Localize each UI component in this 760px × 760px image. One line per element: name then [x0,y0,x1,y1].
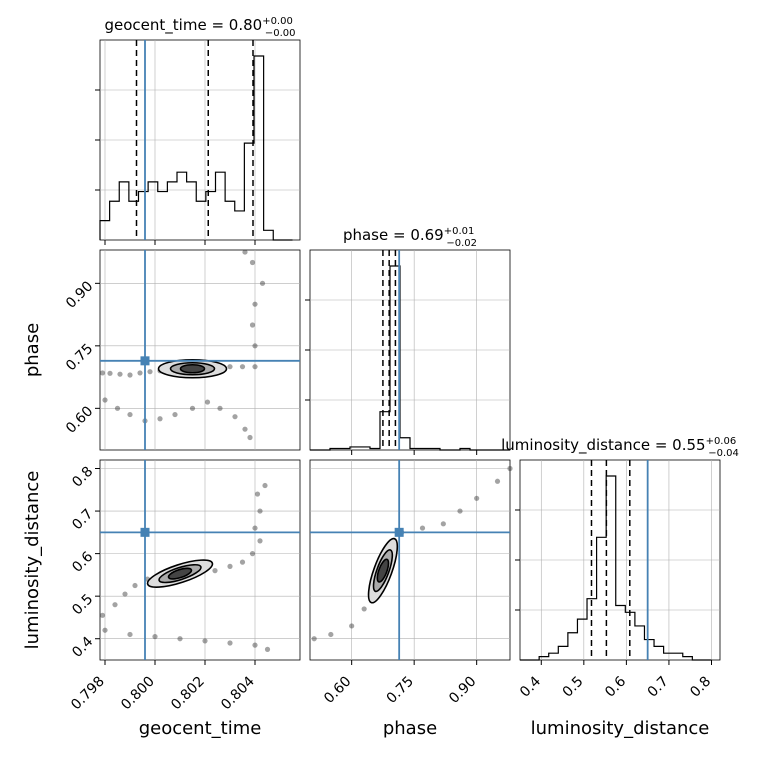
scatter-geocent_time-vs-phase-truth-marker [140,356,150,366]
xtick-label-geocent_time-0: 0.798 [68,674,108,714]
xtick-label-phase-2: 0.90 [446,674,479,707]
scatter-geocent_time-vs-phase-point-26 [172,411,178,418]
scatter-geocent_time-vs-phase-frame [99,249,301,451]
scatter-phase-vs-luminosity_distance-point-10 [457,508,463,514]
scatter-phase-vs-luminosity_distance-point-2 [349,623,355,629]
scatter-geocent_time-vs-luminosity_distance-point-13 [252,525,258,531]
scatter-geocent_time-vs-phase-point-20 [242,249,248,255]
scatter-geocent_time-vs-luminosity_distance-point-14 [257,508,263,514]
scatter-geocent_time-vs-phase-point-13 [239,364,246,370]
scatter-geocent_time-vs-luminosity_distance-point-17 [102,627,108,633]
xtick-label-geocent_time-2: 0.802 [168,674,208,714]
scatter-geocent_time-vs-phase-point-23 [127,411,133,418]
scatter-geocent_time-vs-phase-point-17 [252,301,258,307]
scatter-geocent_time-vs-luminosity_distance-point-12 [257,538,263,544]
xtick-label-geocent_time-3: 0.804 [218,673,258,713]
ytick-label-luminosity_distance-2: 0.6 [69,549,96,576]
scatter-geocent_time-vs-luminosity_distance-point-11 [249,551,256,557]
scatter-geocent_time-vs-phase-point-15 [252,343,258,349]
scatter-geocent_time-vs-luminosity_distance-truth-marker [140,527,150,537]
scatter-geocent_time-vs-phase-point-5 [147,369,153,375]
scatter-geocent_time-vs-luminosity_distance-point-0 [99,612,106,618]
xtick-label-phase-0: 0.60 [321,674,354,707]
scatter-geocent_time-vs-luminosity_distance-point-9 [227,563,233,569]
xtick-label-luminosity_distance-3: 0.7 [645,674,672,701]
ytick-label-phase-2: 0.90 [63,278,96,311]
scatter-geocent_time-vs-phase-point-4 [137,370,143,376]
scatter-phase-vs-luminosity_distance-point-3 [361,606,367,612]
ytick-label-luminosity_distance-0: 0.4 [69,634,96,661]
scatter-geocent_time-vs-luminosity_distance-point-24 [264,646,271,652]
ytick-label-phase-1: 0.75 [63,341,96,374]
xtick-label-luminosity_distance-2: 0.6 [602,673,629,700]
scatter-geocent_time-vs-phase-point-14 [252,364,258,370]
scatter-geocent_time-vs-phase-point-25 [157,416,163,422]
xtick-label-luminosity_distance-0: 0.4 [517,673,544,700]
scatter-geocent_time-vs-phase-point-30 [232,414,238,420]
scatter-phase-vs-luminosity_distance-point-0 [311,636,317,642]
scatter-geocent_time-vs-luminosity_distance-contour-2 [167,567,193,580]
scatter-geocent_time-vs-luminosity_distance-point-3 [132,582,138,589]
scatter-phase-vs-luminosity_distance-point-9 [440,521,446,527]
scatter-phase-vs-luminosity_distance-point-8 [419,525,426,531]
scatter-geocent_time-vs-phase-point-18 [259,280,266,286]
scatter-phase-vs-luminosity_distance-point-1 [328,631,334,638]
hist-geocent_time-steps [99,55,293,241]
scatter-phase-vs-luminosity_distance-contour-2 [376,558,390,583]
scatter-geocent_time-vs-luminosity_distance-point-15 [254,491,261,497]
scatter-geocent_time-vs-luminosity_distance-point-10 [239,559,246,565]
scatter-geocent_time-vs-phase-point-27 [189,405,196,411]
xtick-label-phase-1: 0.75 [384,674,417,707]
scatter-geocent_time-vs-luminosity_distance-point-20 [177,636,183,642]
scatter-geocent_time-vs-phase-point-32 [247,434,253,441]
hist-luminosity_distance-steps [520,475,712,661]
xtick-label-luminosity_distance-4: 0.8 [687,674,714,701]
xtick-label-luminosity_distance-1: 0.5 [560,674,587,701]
xlabel-phase: phase [383,718,437,739]
xlabel-geocent_time: geocent_time [139,718,262,739]
ylabel-phase: phase [22,323,43,377]
ytick-label-luminosity_distance-3: 0.7 [69,506,96,533]
scatter-phase-vs-luminosity_distance-frame [309,459,511,661]
scatter-geocent_time-vs-phase-point-22 [114,405,121,411]
scatter-geocent_time-vs-phase-point-1 [107,370,113,376]
scatter-geocent_time-vs-luminosity_distance-point-23 [252,642,258,648]
scatter-geocent_time-vs-phase-point-12 [227,364,233,370]
scatter-geocent_time-vs-luminosity_distance-point-21 [202,638,208,644]
scatter-geocent_time-vs-phase-point-31 [242,426,248,432]
scatter-phase-vs-luminosity_distance-truth-marker [394,527,404,537]
ylabel-luminosity_distance: luminosity_distance [22,471,43,650]
scatter-geocent_time-vs-phase-point-16 [249,322,256,328]
scatter-phase-vs-luminosity_distance-point-11 [474,495,480,501]
ytick-label-luminosity_distance-1: 0.5 [69,591,96,618]
xtick-label-geocent_time-1: 0.800 [118,674,158,714]
title-luminosity_distance: luminosity_distance = 0.55+0.06 −0.04 [501,436,739,459]
scatter-geocent_time-vs-phase-point-29 [217,405,223,411]
scatter-geocent_time-vs-luminosity_distance-point-2 [122,591,128,597]
ytick-label-phase-0: 0.60 [63,403,96,436]
scatter-geocent_time-vs-phase-contour-2 [179,363,206,374]
scatter-phase-vs-luminosity_distance-point-12 [494,478,501,484]
scatter-geocent_time-vs-luminosity_distance-point-16 [262,482,268,489]
title-geocent_time: geocent_time = 0.80+0.00 −0.00 [105,16,296,39]
scatter-geocent_time-vs-phase-point-0 [99,370,106,376]
scatter-geocent_time-vs-luminosity_distance-point-22 [227,640,233,646]
scatter-geocent_time-vs-phase-point-19 [249,259,256,266]
scatter-geocent_time-vs-luminosity_distance-point-8 [212,568,218,574]
scatter-geocent_time-vs-phase-point-28 [204,399,211,405]
xlabel-luminosity_distance: luminosity_distance [531,718,710,739]
title-phase: phase = 0.69+0.01 −0.02 [343,226,477,249]
scatter-geocent_time-vs-phase-point-21 [102,397,108,403]
scatter-phase-vs-luminosity_distance-point-13 [507,465,513,472]
ytick-label-luminosity_distance-4: 0.8 [69,464,96,491]
scatter-geocent_time-vs-phase-point-2 [117,371,123,377]
scatter-geocent_time-vs-luminosity_distance-point-18 [127,631,133,638]
scatter-geocent_time-vs-phase-point-3 [127,372,133,378]
scatter-geocent_time-vs-luminosity_distance-point-1 [112,602,118,608]
scatter-geocent_time-vs-luminosity_distance-point-19 [152,633,158,640]
